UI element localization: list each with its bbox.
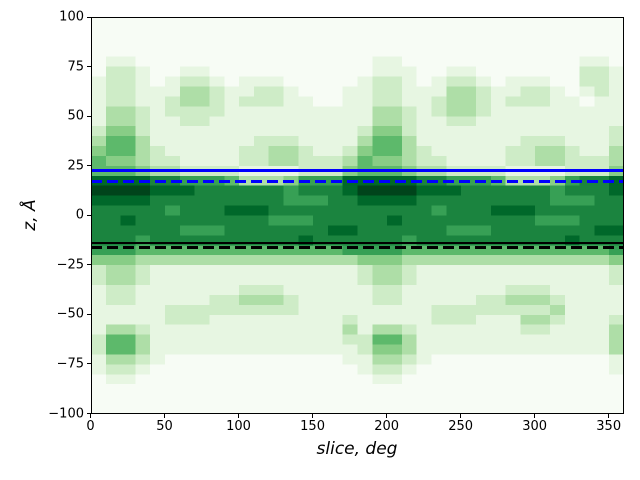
y-tick-label: 25 [67, 158, 84, 174]
x-tick-label: 350 [596, 419, 622, 434]
y-tick-label: 0 [75, 207, 84, 223]
x-tick-mark [460, 413, 462, 418]
y-tick-label: −25 [56, 257, 84, 273]
x-tick-mark [312, 413, 314, 418]
hline-black-dashed [90, 246, 624, 250]
y-tick-mark [86, 264, 91, 266]
x-tick-label: 250 [448, 419, 474, 434]
y-tick-mark [86, 66, 91, 68]
y-tick-mark [86, 165, 91, 167]
x-tick-label: 100 [226, 419, 251, 434]
y-tick-label: −75 [56, 356, 84, 372]
x-tick-mark [534, 413, 536, 418]
y-tick-mark [86, 363, 91, 365]
hline-black-solid [90, 241, 624, 245]
y-tick-label: −100 [48, 406, 84, 421]
x-tick-label: 200 [374, 419, 400, 434]
y-tick-mark [86, 413, 91, 414]
y-tick-label: −50 [56, 306, 84, 322]
x-axis-label: slice, deg [316, 439, 398, 459]
x-tick-label: 50 [156, 419, 173, 434]
x-tick-mark [164, 413, 166, 418]
y-tick-mark [86, 16, 91, 18]
y-tick-label: 75 [67, 59, 84, 75]
x-tick-mark [386, 413, 388, 418]
hline-blue-dashed [90, 180, 624, 184]
y-tick-label: 50 [67, 108, 84, 124]
x-tick-mark [608, 413, 610, 418]
x-tick-mark [238, 413, 240, 418]
y-tick-mark [86, 115, 91, 117]
y-tick-mark [86, 214, 91, 216]
x-tick-label: 0 [86, 419, 95, 434]
x-tick-label: 300 [522, 419, 548, 434]
hline-blue-solid [90, 169, 624, 172]
y-tick-label: 100 [59, 9, 84, 25]
x-tick-label: 150 [300, 419, 325, 434]
y-tick-mark [86, 313, 91, 315]
heatmap-canvas [90, 17, 624, 414]
x-tick-mark [90, 413, 91, 418]
